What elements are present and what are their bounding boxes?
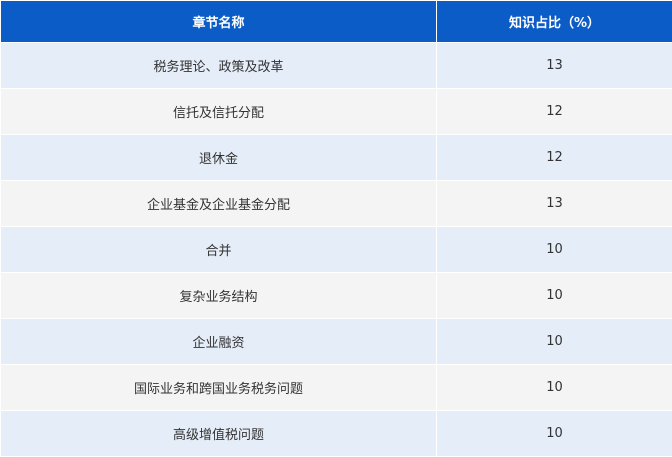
knowledge-share-cell: 12 xyxy=(437,89,672,135)
knowledge-share-cell: 10 xyxy=(437,365,672,411)
chapter-name-cell: 企业融资 xyxy=(1,319,437,365)
knowledge-share-cell: 10 xyxy=(437,319,672,365)
chapter-name-cell: 企业基金及企业基金分配 xyxy=(1,181,437,227)
table-header-row: 章节名称 知识占比（%） xyxy=(1,1,672,43)
chapter-name-cell: 高级增值税问题 xyxy=(1,411,437,457)
header-chapter-name: 章节名称 xyxy=(1,1,437,43)
knowledge-share-cell: 10 xyxy=(437,273,672,319)
chapter-name-cell: 退休金 xyxy=(1,135,437,181)
knowledge-share-cell: 12 xyxy=(437,135,672,181)
knowledge-share-cell: 13 xyxy=(437,181,672,227)
knowledge-share-cell: 13 xyxy=(437,43,672,89)
chapter-name-cell: 信托及信托分配 xyxy=(1,89,437,135)
chapter-name-cell: 税务理论、政策及改革 xyxy=(1,43,437,89)
header-knowledge-share: 知识占比（%） xyxy=(437,1,672,43)
knowledge-share-cell: 10 xyxy=(437,411,672,457)
chapter-name-cell: 合并 xyxy=(1,227,437,273)
chapter-name-cell: 复杂业务结构 xyxy=(1,273,437,319)
knowledge-share-cell: 10 xyxy=(437,227,672,273)
chapter-name-cell: 国际业务和跨国业务税务问题 xyxy=(1,365,437,411)
